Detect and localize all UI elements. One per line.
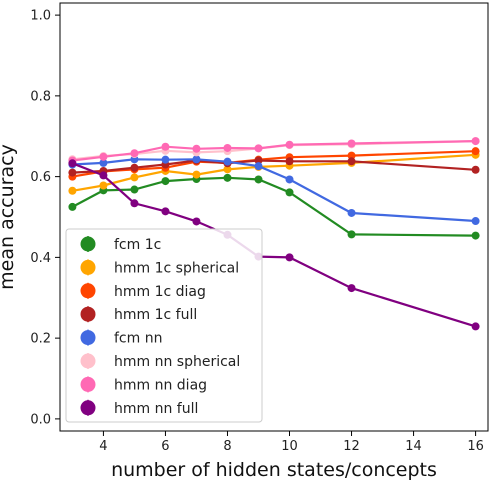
data-point [68,186,77,195]
legend-item: hmm nn full [80,399,198,417]
data-point [223,143,232,152]
data-point [161,207,170,216]
data-point [130,185,139,194]
legend-marker [80,283,96,299]
data-point [68,202,77,211]
series-line [72,162,476,328]
legend-marker [80,400,96,416]
data-point [471,217,480,226]
legend-marker [80,306,96,322]
x-tick-label: 4 [99,439,107,454]
x-tick-label: 16 [467,439,484,454]
legend-marker [80,353,96,369]
x-tick-label: 10 [281,439,298,454]
data-point [471,165,480,174]
data-point [285,253,294,262]
data-point [161,155,170,164]
legend-item: hmm 1c diag [80,282,206,300]
y-tick-label: 0.6 [30,170,51,185]
legend-label: hmm nn full [114,401,198,417]
legend-box [65,228,263,423]
data-point [130,199,139,208]
legend-label: hmm 1c spherical [114,260,239,276]
series-line [72,159,476,174]
legend-label: fcm nn [114,331,162,347]
legend-marker [80,330,96,346]
data-point [347,208,356,217]
series-hmm-1c-diag [68,147,480,181]
y-axis-ticks: 0.0 0.2 0.4 0.6 0.8 1.0 [30,9,60,427]
x-tick-label: 14 [405,439,422,454]
legend-item: hmm nn diag [80,376,207,393]
data-point [347,230,356,239]
y-axis-label: mean accuracy [0,144,18,290]
data-point [471,322,480,331]
legend-marker [80,259,96,275]
data-point [347,157,356,166]
plot-frame [59,2,489,432]
legend-marker [80,376,96,392]
legend-label: hmm 1c diag [114,284,206,300]
y-tick-label: 0.4 [30,251,51,266]
legend-label: hmm nn diag [114,377,207,393]
series-line [72,153,476,192]
data-point [254,156,263,165]
data-point [192,144,201,153]
data-point [285,157,294,166]
legend: fcm 1c hmm 1c spherical hmm 1c diag hmm 1c … [65,228,263,423]
data-point [471,137,480,146]
data-point [192,170,201,179]
legend-item: hmm nn spherical [80,353,240,370]
x-tick-label: 8 [223,439,231,454]
data-point [192,217,201,226]
legend-label: hmm 1c full [114,307,197,323]
legend-label: fcm 1c [114,237,161,253]
data-point [285,188,294,197]
data-point [223,165,232,174]
data-point [347,139,356,148]
data-point [471,147,480,156]
x-tick-label: 12 [343,439,360,454]
data-point [68,159,77,168]
data-point [471,231,480,240]
data-point [254,175,263,184]
data-point [285,140,294,149]
series-layer [68,137,480,331]
data-point [254,162,263,171]
data-point [99,158,108,167]
data-point [99,152,108,161]
data-point [130,173,139,182]
legend-label: hmm nn spherical [114,354,240,370]
data-point [285,175,294,184]
legend-item: fcm 1c [80,236,161,253]
data-point [161,177,170,186]
x-axis-label: number of hidden states/concepts [111,459,437,481]
data-point [130,149,139,158]
legend-item: hmm 1c spherical [80,259,239,276]
series-hmm-nn-diag [68,137,480,165]
series-line [72,140,476,162]
data-point [192,155,201,164]
data-point [223,173,232,182]
data-point [68,168,77,177]
legend-item: hmm 1c full [80,306,197,323]
data-point [130,163,139,172]
y-tick-label: 0.8 [30,89,51,104]
y-tick-label: 0.0 [30,412,51,427]
data-point [254,144,263,153]
data-point [99,181,108,190]
data-point [223,157,232,166]
y-tick-label: 1.0 [30,9,51,24]
y-tick-label: 0.2 [30,332,51,347]
data-point [347,284,356,293]
data-point [161,142,170,151]
data-point [347,151,356,160]
data-point [99,171,108,180]
x-tick-label: 6 [161,439,169,454]
legend-item: fcm nn [80,329,162,347]
legend-marker [80,236,96,252]
x-axis-ticks: 4 6 8 10 12 14 16 [99,431,484,454]
series-line [72,158,476,223]
